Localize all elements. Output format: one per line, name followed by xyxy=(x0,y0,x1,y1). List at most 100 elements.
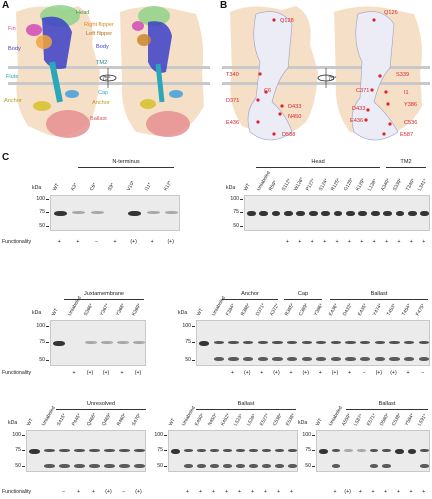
functionality-mark: + xyxy=(335,239,339,245)
gel-band xyxy=(344,449,354,453)
mw-marker-tick xyxy=(164,435,167,436)
gel-band xyxy=(133,341,145,345)
gel-band xyxy=(356,449,366,453)
lane-label: F475* xyxy=(416,303,427,317)
gel-band xyxy=(330,341,342,345)
functionality-mark: + xyxy=(347,239,351,245)
head-domain-right xyxy=(138,6,170,26)
lane-label: A340* xyxy=(380,178,392,192)
lane-label: L138* xyxy=(367,178,379,192)
mw-marker-label: 100 xyxy=(36,322,45,329)
gel-band xyxy=(346,211,355,217)
residue-label: C6 xyxy=(264,88,272,94)
functionality-mark: + xyxy=(120,370,124,376)
gel-band xyxy=(213,341,225,345)
group-underline xyxy=(56,409,146,410)
gel-band-lower xyxy=(272,356,283,361)
label-body-right: Body xyxy=(96,44,109,50)
lane-label: Y474* xyxy=(372,303,384,317)
gel-band xyxy=(235,449,246,453)
residue-label: E436 xyxy=(226,120,240,126)
gel-band xyxy=(394,449,404,455)
lane-label: L591* xyxy=(417,413,429,427)
lane-label: Q469* xyxy=(101,412,114,427)
lane-label: N450* xyxy=(207,412,219,427)
gel-band-lower xyxy=(59,463,70,468)
flipper-domain-right xyxy=(137,34,151,46)
gel-band xyxy=(321,211,330,217)
residue-label: C536 xyxy=(404,120,418,126)
gel-band xyxy=(395,211,405,217)
group-underline xyxy=(78,167,174,168)
functionality-mark: + xyxy=(198,489,203,495)
functionality-mark: + xyxy=(310,239,314,245)
mw-marker-label: 75 xyxy=(233,209,239,216)
mw-marker-tick xyxy=(22,435,25,436)
lane-label: Y584* xyxy=(404,413,416,427)
gel-band xyxy=(196,449,207,453)
gel-band xyxy=(90,211,104,215)
gel-band xyxy=(104,449,115,453)
gel-band xyxy=(301,341,312,345)
gel-band xyxy=(331,449,341,453)
functionality-mark: (+) xyxy=(167,239,174,245)
label-tm2: TM2 xyxy=(96,60,108,66)
mw-marker-label: 100 xyxy=(36,196,45,203)
gel-band-lower xyxy=(183,463,194,468)
kda-label: kDa xyxy=(178,310,188,316)
mw-marker-tick xyxy=(46,359,49,361)
functionality-row-label: Functionality xyxy=(2,239,32,245)
group-underline xyxy=(386,167,426,168)
panel-a-structure xyxy=(8,5,210,138)
functionality-mark: + xyxy=(231,370,235,376)
gel-band xyxy=(53,211,67,217)
gel-band xyxy=(259,211,268,217)
residue-label: D433 xyxy=(352,106,366,112)
mw-marker-label: 100 xyxy=(230,196,239,203)
gel-band xyxy=(383,211,392,217)
functionality-mark: + xyxy=(333,489,337,495)
gel-band-lower xyxy=(418,356,429,361)
residue-label: N450 xyxy=(288,114,302,120)
group-underline xyxy=(346,409,428,410)
gel-band xyxy=(403,341,415,345)
lane-label: D580* xyxy=(379,412,391,427)
gel-band-lower xyxy=(374,356,385,361)
mw-marker-label: 100 xyxy=(182,322,191,329)
functionality-mark: + xyxy=(318,370,322,376)
gel-band-lower xyxy=(301,356,312,361)
mw-marker-tick xyxy=(46,199,49,200)
mw-marker-tick xyxy=(312,435,315,436)
gel-band-lower xyxy=(369,463,379,468)
gel-band xyxy=(358,211,368,217)
mw-marker-tick xyxy=(164,450,167,451)
lane-label: W126* xyxy=(293,177,306,192)
gel-band xyxy=(286,341,298,345)
gel-band xyxy=(407,449,417,455)
functionality-mark: + xyxy=(396,489,400,495)
label-fin: Fin xyxy=(8,26,16,32)
gel-blot xyxy=(244,195,430,231)
functionality-mark: + xyxy=(76,239,80,245)
functionality-mark: + xyxy=(409,239,413,245)
gel-band-lower xyxy=(403,356,415,361)
residue-label: Y386 xyxy=(404,102,418,108)
functionality-row-label: Functionality xyxy=(2,489,32,495)
functionality-mark: + xyxy=(348,370,352,376)
gel-band-lower xyxy=(360,356,371,361)
gel-band xyxy=(89,449,100,453)
mw-marker-label: 100 xyxy=(302,432,311,439)
gel-band xyxy=(119,449,130,453)
gel-band xyxy=(222,449,233,453)
mw-marker-label: 100 xyxy=(154,432,163,439)
gel-band xyxy=(287,449,297,453)
gel-band xyxy=(134,449,145,453)
group-title: Unresolved xyxy=(86,401,116,407)
functionality-mark: + xyxy=(276,489,281,495)
gel-band xyxy=(183,449,194,453)
group-underline xyxy=(284,299,322,300)
functionality-mark: + xyxy=(298,239,302,245)
gel-band-lower xyxy=(286,356,298,361)
gel-band-lower xyxy=(89,463,100,468)
label-rotation-b: 75° xyxy=(328,76,337,82)
